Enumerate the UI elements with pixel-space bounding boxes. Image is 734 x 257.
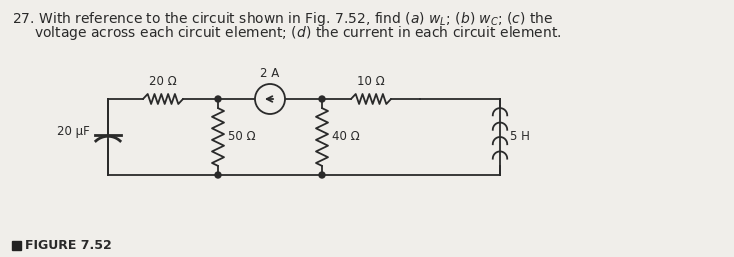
Text: 27. With reference to the circuit shown in Fig. 7.52, find $(a)$ $w_L$; $(b)$ $w: 27. With reference to the circuit shown …	[12, 10, 553, 28]
Text: 40 Ω: 40 Ω	[332, 131, 360, 143]
Text: 20 μF: 20 μF	[57, 125, 90, 139]
Circle shape	[319, 172, 325, 178]
Circle shape	[215, 172, 221, 178]
Text: voltage across each circuit element; $(d)$ the current in each circuit element.: voltage across each circuit element; $(d…	[12, 24, 562, 42]
Text: 10 Ω: 10 Ω	[357, 75, 385, 88]
Text: 50 Ω: 50 Ω	[228, 131, 255, 143]
Text: 2 A: 2 A	[261, 67, 280, 80]
Circle shape	[215, 96, 221, 102]
Text: 20 Ω: 20 Ω	[149, 75, 177, 88]
Text: FIGURE 7.52: FIGURE 7.52	[25, 239, 112, 252]
Text: 5 H: 5 H	[510, 131, 530, 143]
Circle shape	[319, 96, 325, 102]
Bar	[12, 241, 21, 250]
